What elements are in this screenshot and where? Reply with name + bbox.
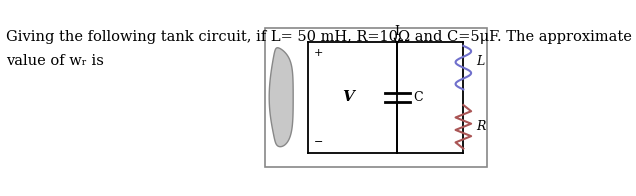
Text: V: V <box>343 90 354 104</box>
Text: −: − <box>314 137 323 147</box>
Text: L: L <box>476 55 484 68</box>
Text: R: R <box>476 120 485 133</box>
Text: Giving the following tank circuit, if L= 50 mH, R=10Ω and C=5μF. The approximate: Giving the following tank circuit, if L=… <box>6 30 632 44</box>
Text: C: C <box>413 91 423 104</box>
Polygon shape <box>269 48 293 147</box>
Text: I: I <box>395 25 399 38</box>
Bar <box>265 28 487 167</box>
Text: +: + <box>314 48 323 58</box>
Text: value of wᵣ is: value of wᵣ is <box>6 54 104 68</box>
